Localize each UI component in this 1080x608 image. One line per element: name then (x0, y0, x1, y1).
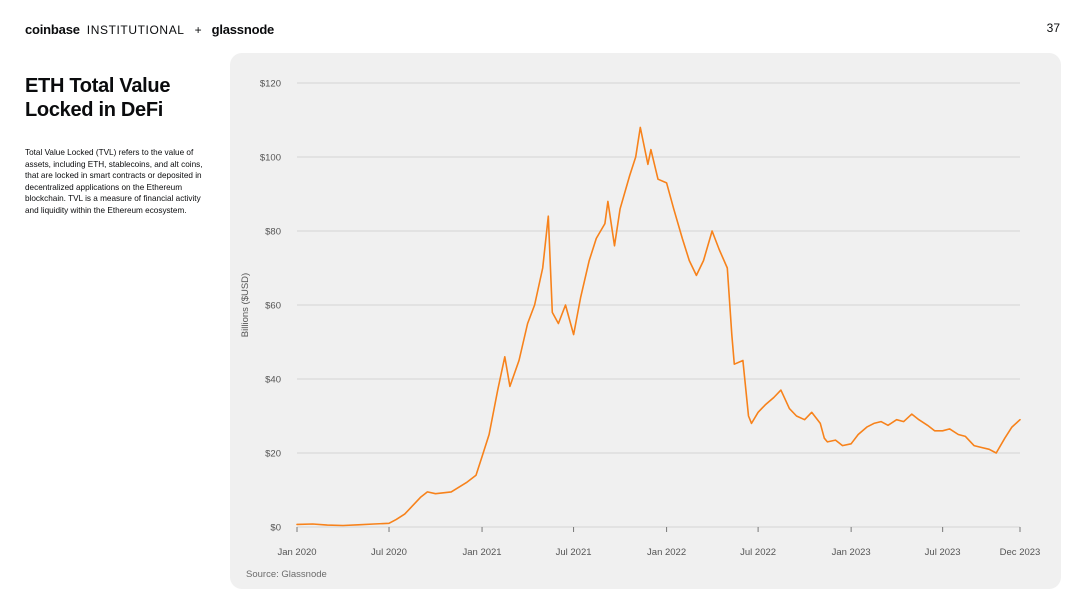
page-title: ETH Total Value Locked in DeFi (25, 75, 171, 121)
glassnode-logo: glassnode (211, 22, 275, 37)
page-number: 37 (1046, 21, 1060, 35)
x-tick-label: Jul 2022 (740, 547, 776, 558)
y-tick-label: $120 (260, 79, 281, 90)
x-tick-label: Jan 2021 (463, 547, 502, 558)
y-tick-label: $40 (265, 375, 281, 386)
x-tick-label: Jan 2020 (277, 547, 316, 558)
y-tick-label: $80 (265, 227, 281, 238)
series-line (296, 126, 1021, 527)
brand-header: coinbase INSTITUTIONAL + glassnode (25, 22, 274, 37)
y-tick-label: $0 (270, 523, 281, 534)
source-note: Source: Glassnode (246, 569, 327, 580)
coinbase-logo: coinbase (25, 22, 80, 37)
tvl-line-chart: $0$20$40$60$80$100$120 Jan 2020 Jul 2020 J… (240, 79, 1040, 559)
description: Total Value Locked (TVL) refers to the v… (25, 148, 203, 215)
x-tick-label: Jul 2021 (556, 547, 592, 558)
brand-plus: + (194, 23, 202, 37)
y-tick-label: $100 (260, 153, 281, 164)
chart-panel: $0 $20 $40 $60 $80 $100 $120 Jan 2020 Jul 2020 J… (230, 53, 1061, 589)
y-axis-ticks: $0 $20 $40 $60 $80 $100 $120 (260, 79, 281, 534)
x-tick-label: Jul 2023 (925, 547, 961, 558)
y-tick-label: $60 (265, 301, 281, 312)
institutional-label: INSTITUTIONAL (86, 23, 185, 37)
x-tick-label: Jul 2020 (371, 547, 407, 558)
x-tick-label: Jan 2022 (647, 547, 686, 558)
gridlines (297, 82, 1020, 528)
x-tick-label: Dec 2023 (1000, 547, 1041, 558)
series-layer (296, 126, 1021, 527)
y-tick-label: $20 (265, 449, 281, 460)
x-axis-ticks: Jan 2020 Jul 2020 Jan 2021 Jul 2021 Jan 2022… (277, 527, 1040, 558)
y-axis-label: Billions ($USD) (240, 273, 251, 337)
x-tick-label: Jan 2023 (832, 547, 871, 558)
